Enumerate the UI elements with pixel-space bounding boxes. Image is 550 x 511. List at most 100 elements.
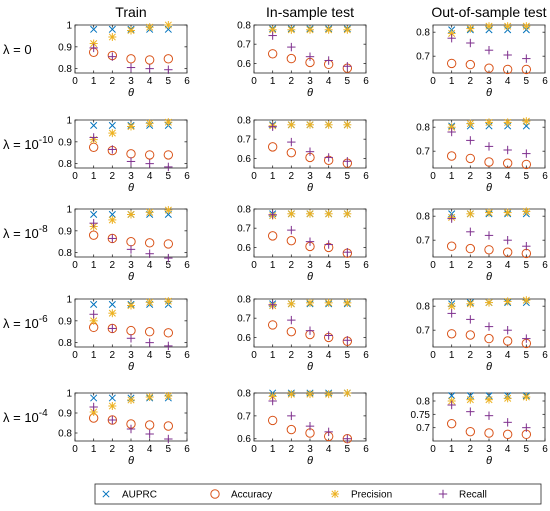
row-label-exponent: -8 xyxy=(39,224,48,235)
y-tick-label: 1 xyxy=(66,21,72,32)
x-axis-label: θ xyxy=(307,361,313,373)
x-axis-label: θ xyxy=(128,455,134,467)
recall-point xyxy=(287,137,296,147)
x-tick-label: 1 xyxy=(449,76,455,87)
x-tick-label: 4 xyxy=(505,350,511,361)
accuracy-point xyxy=(521,64,532,75)
accuracy-point xyxy=(446,329,457,339)
x-axis-label: θ xyxy=(307,455,313,467)
x-tick-label: 6 xyxy=(363,444,369,455)
row-label: λ = 10-4 xyxy=(3,408,48,425)
precision-point xyxy=(127,210,135,219)
panel: 0 1 2 3 4 5 6 0.8 0.9 1 θ xyxy=(58,21,190,100)
x-tick-label: 4 xyxy=(147,350,153,361)
precision-point xyxy=(466,24,475,33)
x-tick-label: 5 xyxy=(166,350,172,361)
x-tick-label: 0 xyxy=(430,171,436,182)
recall-point xyxy=(522,423,531,432)
x-tick-label: 0 xyxy=(72,260,78,271)
x-tick-label: 3 xyxy=(486,444,492,455)
accuracy-point xyxy=(465,243,476,254)
accuracy-point xyxy=(484,63,494,73)
panel: 0 1 2 3 4 5 6 0.8 0.9 1 θ xyxy=(58,389,190,468)
x-tick-label: 6 xyxy=(542,171,548,182)
legend: AUPRC Accuracy Precision Recall xyxy=(94,483,542,505)
x-axis-label: θ xyxy=(486,182,492,194)
row-label-base: λ = 10 xyxy=(3,316,39,331)
x-tick-label: 5 xyxy=(166,444,172,455)
precision-point xyxy=(503,297,512,306)
precision-point xyxy=(343,120,352,129)
accuracy-point xyxy=(465,426,476,437)
precision-point xyxy=(466,395,475,404)
x-tick-label: 5 xyxy=(524,444,530,455)
recall-point xyxy=(287,315,296,325)
precision-point xyxy=(145,298,154,307)
recall-point xyxy=(324,427,333,437)
x-tick-label: 3 xyxy=(486,171,492,182)
recall-point xyxy=(447,400,456,410)
x-tick-label: 3 xyxy=(128,350,134,361)
precision-point xyxy=(127,301,135,310)
x-tick-label: 0 xyxy=(251,76,257,87)
recall-point xyxy=(324,153,333,162)
recall-point xyxy=(466,407,475,416)
x-tick-label: 3 xyxy=(307,76,313,87)
recall-point xyxy=(145,338,154,347)
row-label: λ = 10-8 xyxy=(3,224,48,241)
recall-point xyxy=(343,248,352,257)
accuracy-point xyxy=(267,320,278,330)
precision-point xyxy=(447,302,456,311)
y-tick-label: 0.8 xyxy=(237,205,251,216)
x-tick-label: 4 xyxy=(326,260,332,271)
panel: 0 1 2 3 4 5 6 0.7 0.8 θ xyxy=(416,296,548,373)
recall-point xyxy=(126,245,136,254)
x-tick-label: 2 xyxy=(289,76,295,87)
recall-point xyxy=(503,145,512,155)
x-tick-label: 6 xyxy=(363,260,369,271)
x-tick-label: 3 xyxy=(128,171,134,182)
x-tick-label: 0 xyxy=(251,444,257,455)
x-tick-label: 4 xyxy=(326,444,332,455)
x-axis-label: θ xyxy=(307,271,313,283)
y-tick-label: 0.8 xyxy=(237,389,251,400)
x-tick-label: 3 xyxy=(128,444,134,455)
precision-point xyxy=(466,209,475,218)
recall-point xyxy=(164,434,173,444)
accuracy-point xyxy=(144,150,155,160)
x-tick-label: 6 xyxy=(363,76,369,87)
precision-point xyxy=(485,395,493,404)
recall-point xyxy=(145,429,154,439)
legend-label: Accuracy xyxy=(231,490,272,501)
row-label: λ = 0 xyxy=(3,42,32,57)
auprc-point xyxy=(108,121,116,130)
accuracy-point xyxy=(286,424,297,435)
precision-point xyxy=(503,208,512,217)
recall-point xyxy=(89,133,98,142)
panel: 0 1 2 3 4 5 6 0.6 0.7 0.8 θ xyxy=(237,21,369,100)
precision-point xyxy=(306,298,314,307)
precision-point xyxy=(145,119,154,128)
x-tick-label: 4 xyxy=(505,260,511,271)
x-tick-label: 1 xyxy=(270,444,276,455)
x-tick-label: 1 xyxy=(449,350,455,361)
recall-point xyxy=(268,31,277,40)
precision-point xyxy=(127,396,135,404)
recall-point xyxy=(268,300,277,309)
accuracy-point xyxy=(521,159,532,170)
accuracy-point xyxy=(144,238,155,248)
x-axis-label: θ xyxy=(128,182,134,194)
precision-point xyxy=(503,22,512,31)
recall-point xyxy=(324,56,333,65)
recall-point xyxy=(484,322,494,331)
x-tick-label: 0 xyxy=(430,444,436,455)
panel: 0 1 2 3 4 5 6 0.8 0.9 1 θ xyxy=(58,116,190,195)
precision-point xyxy=(164,297,173,306)
x-tick-label: 5 xyxy=(345,76,351,87)
x-tick-label: 0 xyxy=(251,350,257,361)
accuracy-point xyxy=(163,150,174,160)
y-tick-label: 0.9 xyxy=(58,226,72,237)
x-tick-label: 5 xyxy=(524,76,530,87)
accuracy-point xyxy=(163,239,174,249)
